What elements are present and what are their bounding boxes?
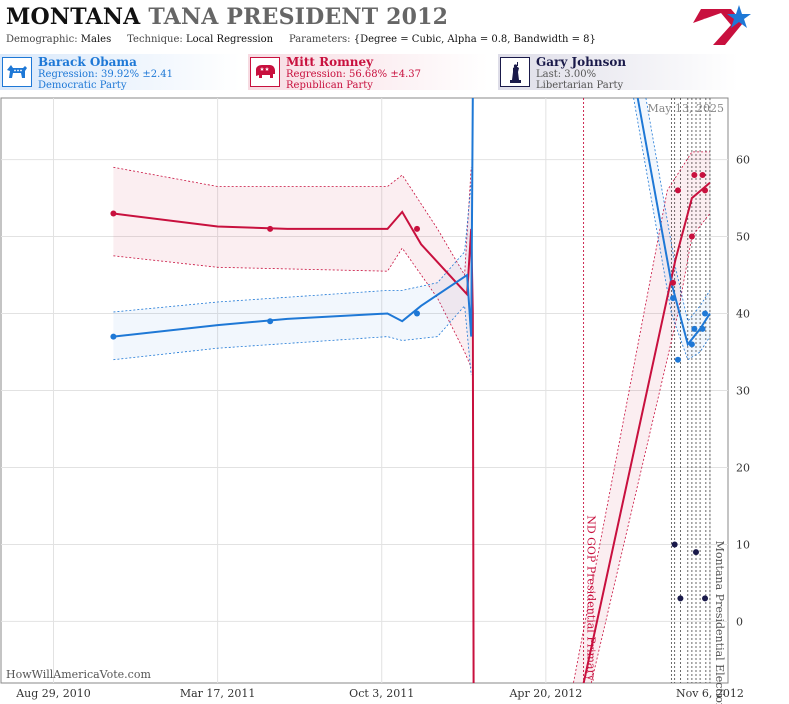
donkey-icon (2, 57, 32, 87)
demographic-value: Males (80, 34, 112, 45)
x-tick-label: Aug 29, 2010 (15, 687, 91, 700)
poll-point (699, 325, 706, 332)
liberty-statue-icon (500, 57, 530, 87)
band-lower-late (590, 213, 711, 683)
technique-label: Technique: (127, 34, 183, 45)
x-tick-label: Mar 17, 2011 (180, 687, 256, 700)
confidence-band-late (633, 98, 710, 360)
poll-point (688, 233, 695, 240)
chart-header: MONTANA TANA PRESIDENT 2012 Demographic:… (0, 0, 789, 52)
poll-point (267, 225, 274, 232)
poll-point (670, 295, 677, 302)
candidate-stat: Last: 3.00% (536, 69, 597, 80)
candidate-party: Republican Party (286, 80, 373, 91)
poll-point (688, 341, 695, 348)
watermark: HowWillAmericaVote.com (6, 668, 151, 681)
x-tick-label: Apr 20, 2012 (508, 687, 582, 700)
candidate-party: Libertarian Party (536, 80, 624, 91)
band-lower-late (633, 98, 711, 361)
y-tick-label: 50 (736, 231, 750, 244)
band-lower (113, 304, 472, 376)
poll-point (110, 210, 117, 217)
poll-point (671, 541, 678, 548)
x-tick-label: Nov 6, 2012 (676, 687, 744, 700)
y-tick-label: 60 (736, 154, 750, 167)
poll-point (414, 225, 421, 232)
poll-point (691, 325, 698, 332)
candidate-johnson: Gary Johnson Last: 3.00% Libertarian Par… (498, 54, 738, 91)
parameters-value: {Degree = Cubic, Alpha = 0.8, Bandwidth … (353, 34, 596, 45)
trend-line-late (636, 98, 711, 347)
poll-point (670, 279, 677, 286)
x-tick-label: Oct 3, 2011 (349, 687, 414, 700)
candidate-name: Mitt Romney (286, 55, 374, 69)
elephant-icon (250, 57, 280, 87)
poll-point (692, 549, 699, 556)
poll-point (691, 171, 698, 178)
y-tick-label: 10 (736, 538, 750, 551)
candidate-name: Gary Johnson (536, 55, 627, 69)
candidate-party: Democratic Party (38, 80, 127, 91)
candidate-stat: Regression: 56.68% ±4.37 (286, 69, 421, 80)
poll-point (267, 318, 274, 325)
y-tick-label: 30 (736, 385, 750, 398)
technique-value: Local Regression (185, 34, 274, 45)
poll-point (674, 356, 681, 363)
site-logo (693, 5, 751, 45)
page-title: MONTANA TANA PRESIDENT 2012 (6, 4, 448, 30)
poll-point (699, 171, 706, 178)
date-label: May 13, 2025 (647, 102, 724, 115)
poll-point (677, 595, 684, 602)
plot-layer (110, 98, 711, 683)
candidate-obama: Barack Obama Regression: 39.92% ±2.41 De… (0, 54, 240, 91)
y-tick-label: 0 (736, 615, 743, 628)
poll-point (702, 310, 709, 317)
event-label: ND GOP Presidential Primary (585, 515, 598, 682)
poll-point (702, 187, 709, 194)
confidence-band (113, 167, 472, 368)
poll-point (674, 187, 681, 194)
candidate-stat: Regression: 39.92% ±2.41 (38, 69, 173, 80)
poll-point (702, 595, 709, 602)
demographic-label: Demographic: (6, 34, 78, 45)
parameters-line: Demographic: Males Technique: Local Regr… (6, 34, 596, 45)
trend-line (113, 98, 474, 338)
band-upper-late (645, 98, 711, 323)
title-state: MONTANA (6, 4, 141, 30)
title-rest: TANA PRESIDENT 2012 (148, 4, 449, 30)
parameters-label: Parameters: (288, 34, 351, 45)
y-tick-label: 40 (736, 308, 750, 321)
event-label: Montana Presidential Election (713, 541, 726, 704)
polling-chart: 0 10 20 30 40 50 60 Aug 29, 2010 Mar 17, 2011 Oct… (0, 97, 750, 704)
band-upper (113, 166, 472, 277)
band-upper (113, 182, 472, 313)
y-tick-label: 20 (736, 461, 750, 474)
band-lower (113, 247, 472, 368)
poll-point (414, 310, 421, 317)
trend-line-late (582, 181, 711, 683)
candidate-name: Barack Obama (38, 55, 137, 69)
poll-point (110, 333, 117, 340)
candidate-legend: Barack Obama Regression: 39.92% ±2.41 De… (0, 54, 789, 92)
candidate-romney: Mitt Romney Regression: 56.68% ±4.37 Rep… (248, 54, 488, 91)
